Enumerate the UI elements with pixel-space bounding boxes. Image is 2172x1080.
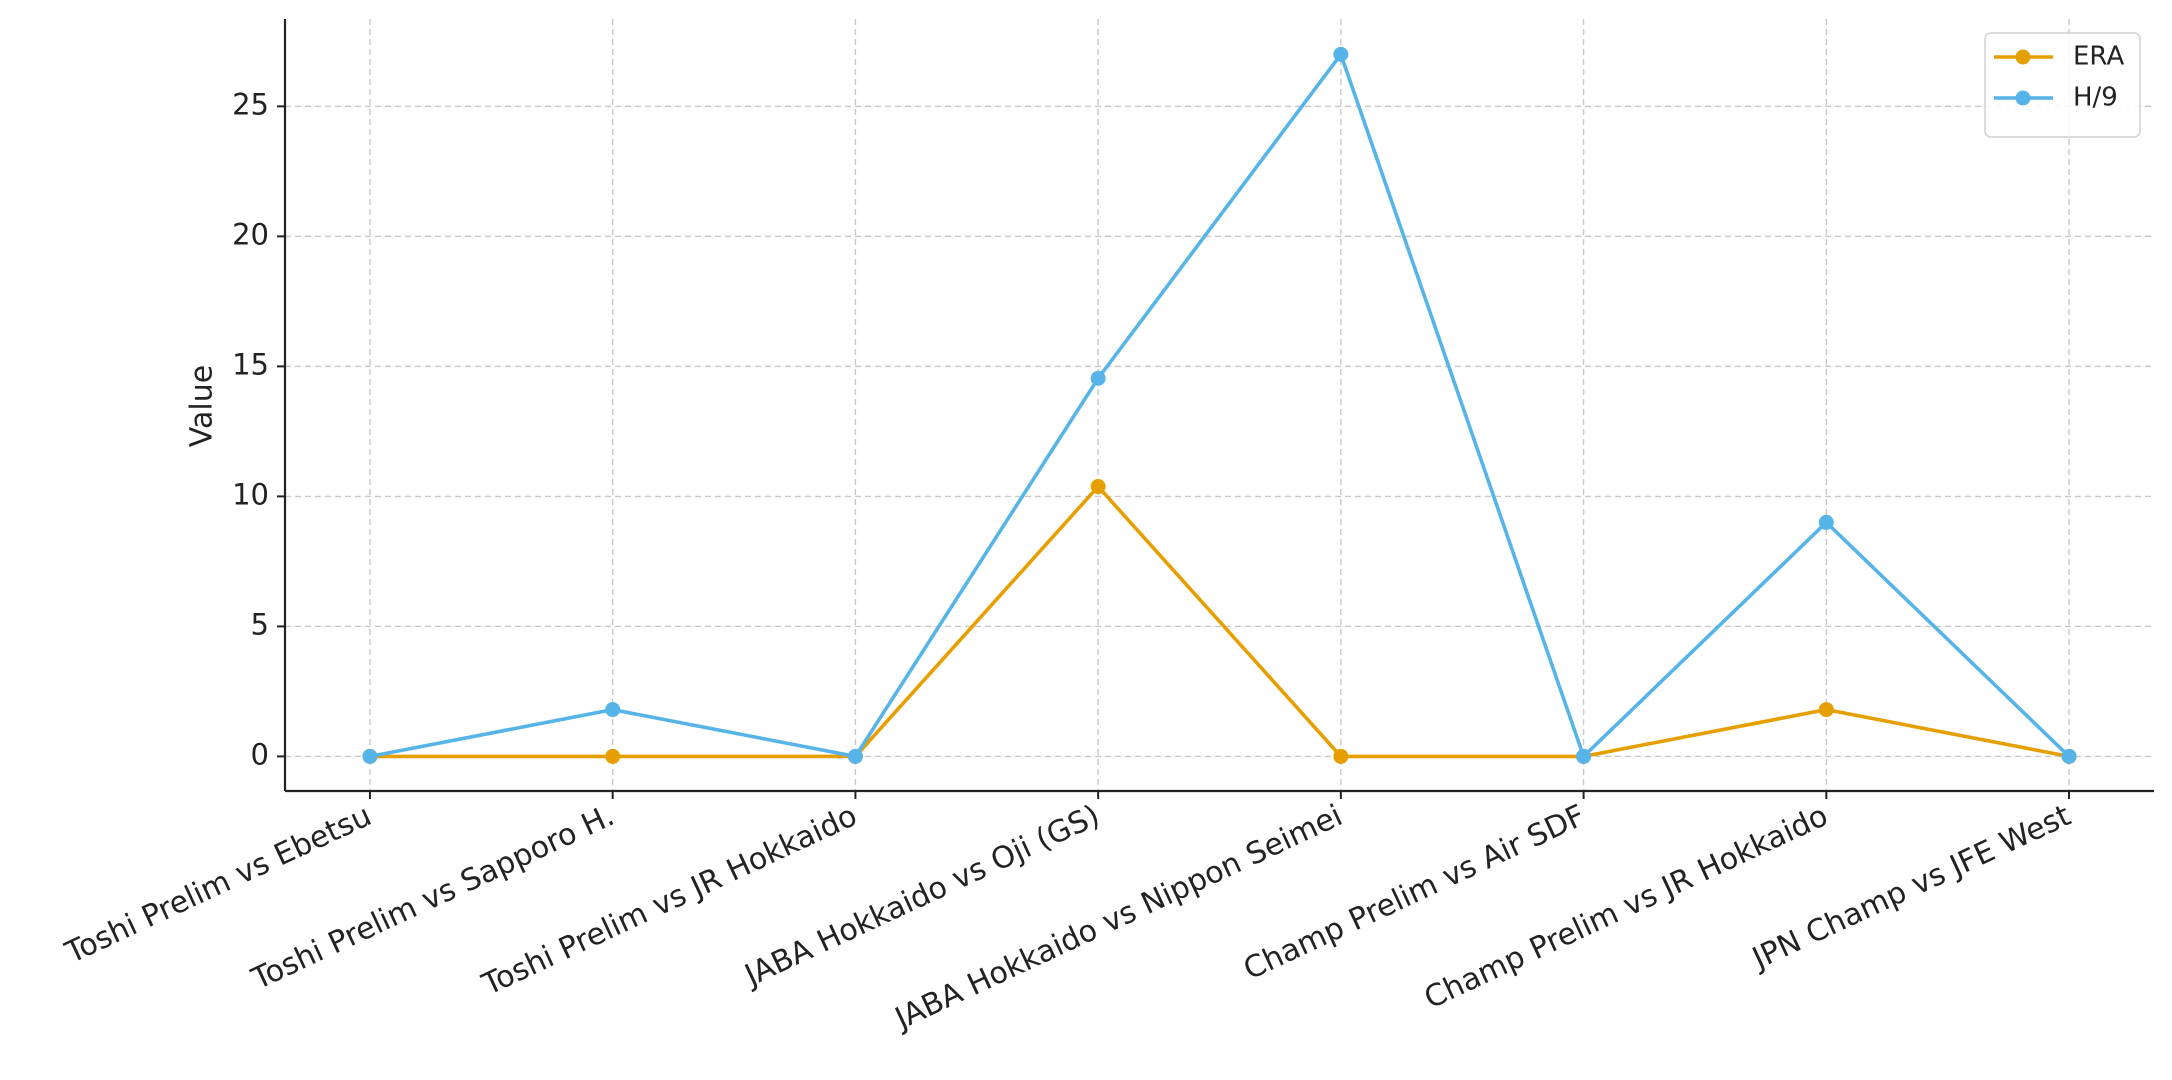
data-point bbox=[1818, 514, 1834, 530]
data-point bbox=[1576, 748, 1592, 764]
data-point bbox=[1090, 479, 1106, 495]
y-tick-label: 15 bbox=[232, 347, 269, 381]
y-tick-label: 20 bbox=[232, 217, 269, 251]
data-point bbox=[605, 748, 621, 764]
data-point bbox=[1090, 370, 1106, 386]
data-point bbox=[605, 702, 621, 718]
data-point bbox=[362, 748, 378, 764]
x-tick-label: Toshi Prelim vs JR Hokkaido bbox=[476, 798, 862, 1003]
y-tick-label: 0 bbox=[251, 737, 269, 771]
data-point bbox=[1333, 748, 1349, 764]
y-tick-label: 10 bbox=[232, 477, 269, 511]
data-point bbox=[2061, 748, 2077, 764]
series-line bbox=[369, 50, 2071, 760]
legend-marker bbox=[2015, 90, 2031, 106]
x-tick-label: JABA Hokkaido vs Nippon Seimei bbox=[888, 798, 1348, 1037]
y-axis-label: Value bbox=[185, 365, 220, 447]
x-tick-label: Champ Prelim vs JR Hokkaido bbox=[1419, 798, 1833, 1016]
data-point bbox=[847, 748, 863, 764]
legend-label: ERA bbox=[2073, 42, 2124, 72]
data-point bbox=[1818, 702, 1834, 718]
legend-label: H/9 bbox=[2073, 83, 2118, 113]
y-tick-label: 25 bbox=[232, 87, 269, 121]
series-line bbox=[369, 483, 2070, 759]
data-point bbox=[1333, 46, 1349, 62]
legend-marker bbox=[2015, 49, 2031, 65]
y-tick-label: 5 bbox=[251, 607, 269, 641]
